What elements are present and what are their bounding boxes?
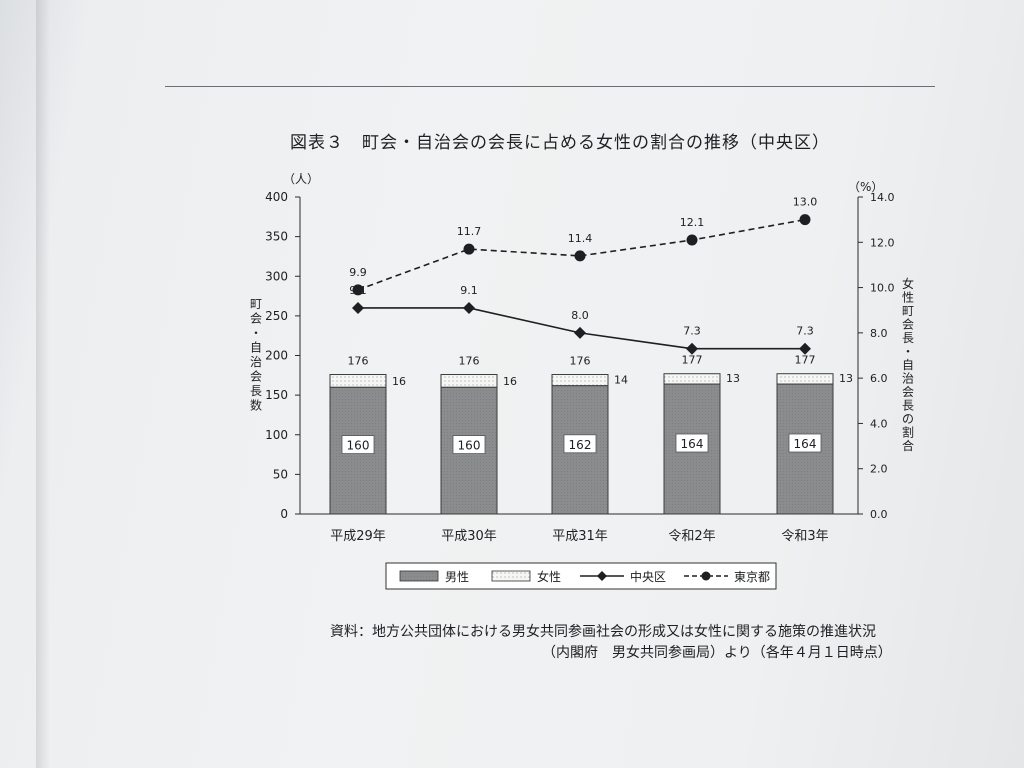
right-tick-label: 12.0 (870, 236, 895, 249)
line-value-label: 9.1 (460, 284, 478, 297)
male-value-label: 160 (347, 439, 370, 453)
left-axis-unit: （人） (283, 172, 319, 186)
line-value-label: 11.7 (457, 225, 482, 238)
line-tokyo (357, 218, 806, 291)
male-value-box (341, 435, 375, 455)
total-value-label: 176 (348, 355, 369, 368)
line-value-label: 11.4 (568, 232, 593, 245)
legend-marker-diamond (597, 571, 607, 581)
legend: 男性 女性 中央区 東京都 (385, 562, 777, 590)
left-tick-label: 150 (265, 388, 288, 402)
point-tokyo (686, 234, 698, 246)
male-value-box (563, 434, 597, 454)
right-axis-label: 女性町会長・自治会長の割合 (902, 276, 914, 453)
point-tokyo (463, 243, 475, 255)
x-category-label: 令和3年 (781, 529, 828, 544)
left-tick-label: 0 (280, 507, 288, 521)
source-note-line2: （内閣府 男女共同参画局）より（各年４月１日時点） (542, 645, 892, 661)
right-axis-ticks: 0.0 2.0 4.0 6.0 8.0 10.0 12.0 14.0 (858, 191, 895, 521)
right-tick-label: 2.0 (870, 463, 888, 476)
legend-label: 東京都 (734, 570, 770, 584)
bar-female (776, 373, 834, 385)
point-chuo (463, 301, 475, 314)
legend-swatch-bar (399, 570, 439, 582)
legend-label: 男性 (445, 570, 469, 584)
left-axis-ticks: 0 50 100 150 200 250 300 350 400 (265, 190, 300, 521)
right-axis-unit: （%） (848, 180, 883, 194)
right-tick-label: 14.0 (870, 191, 895, 204)
female-value-label: 16 (392, 375, 406, 388)
line-value-label: 12.1 (680, 216, 705, 229)
total-value-label: 176 (570, 355, 591, 368)
point-chuo (574, 326, 586, 339)
x-category-label: 平成30年 (441, 529, 497, 544)
male-value-label: 164 (681, 437, 704, 451)
point-tokyo (799, 214, 811, 226)
bar-female (663, 373, 721, 385)
point-chuo (686, 342, 698, 355)
header-rule (165, 86, 935, 87)
male-value-box (675, 433, 709, 453)
figure-title: 図表３ 町会・自治会の会長に占める女性の割合の推移（中央区） (290, 133, 830, 153)
bar-male (663, 383, 721, 515)
left-tick-label: 50 (273, 467, 288, 481)
bar-series: 160 16 176 160 16 176 162 14 176 164 13 177 164 13 177 (329, 354, 853, 515)
page-fold-shadow (36, 0, 50, 768)
left-tick-label: 400 (265, 190, 288, 204)
male-value-label: 164 (794, 437, 817, 451)
left-tick-label: 350 (265, 230, 288, 244)
x-axis-categories: 平成29年 平成30年 平成31年 令和2年 令和3年 (330, 529, 828, 544)
line-value-label: 7.3 (796, 325, 814, 338)
line-value-label: 13.0 (793, 196, 818, 209)
left-tick-label: 100 (265, 428, 288, 442)
x-category-label: 平成31年 (552, 529, 608, 544)
left-axis-label: 町会・自治会長数 (250, 297, 262, 413)
x-category-label: 平成29年 (330, 529, 386, 544)
total-value-label: 176 (459, 355, 480, 368)
right-tick-label: 10.0 (870, 282, 895, 295)
right-tick-label: 8.0 (870, 327, 888, 340)
bar-female (551, 374, 609, 387)
line-value-label: 9.9 (349, 266, 367, 279)
source-note-line1: 資料：地方公共団体における男女共同参画社会の形成又は女性に関する施策の推進状況 (330, 624, 876, 640)
left-axis-group: （人） 0 50 100 150 200 250 300 350 400 町会・自治会長数 (250, 172, 319, 521)
line-series: 9.19.18.07.37.39.911.711.412.113.0 (349, 196, 817, 355)
female-value-label: 13 (839, 372, 853, 385)
total-value-label: 177 (682, 354, 703, 367)
total-value-label: 177 (795, 354, 816, 367)
female-value-label: 13 (726, 372, 740, 385)
right-tick-label: 6.0 (870, 372, 888, 385)
female-value-label: 16 (503, 375, 517, 388)
point-tokyo (352, 284, 364, 296)
line-value-label: 7.3 (683, 325, 701, 338)
right-tick-label: 0.0 (870, 508, 888, 521)
right-tick-label: 4.0 (870, 417, 888, 430)
right-axis-group: （%） 0.0 2.0 4.0 6.0 8.0 10.0 12.0 14.0 女性町会長・自治… (848, 180, 914, 521)
male-value-box (452, 435, 486, 455)
left-tick-label: 200 (265, 349, 288, 363)
male-value-label: 160 (458, 439, 481, 453)
left-tick-label: 300 (265, 269, 288, 283)
point-tokyo (574, 250, 586, 262)
x-category-label: 令和2年 (668, 529, 715, 544)
legend-label: 女性 (537, 569, 561, 584)
line-value-label: 8.0 (571, 309, 589, 322)
male-value-box (788, 433, 822, 453)
bar-female (329, 374, 387, 388)
male-value-label: 162 (569, 438, 592, 452)
legend-label: 中央区 (630, 569, 666, 584)
left-tick-label: 250 (265, 309, 288, 323)
bar-female (440, 374, 498, 388)
legend-swatch-bar (491, 570, 531, 582)
point-chuo (799, 342, 811, 355)
legend-marker-circle (701, 571, 711, 581)
female-value-label: 14 (614, 374, 628, 387)
point-chuo (352, 301, 364, 314)
